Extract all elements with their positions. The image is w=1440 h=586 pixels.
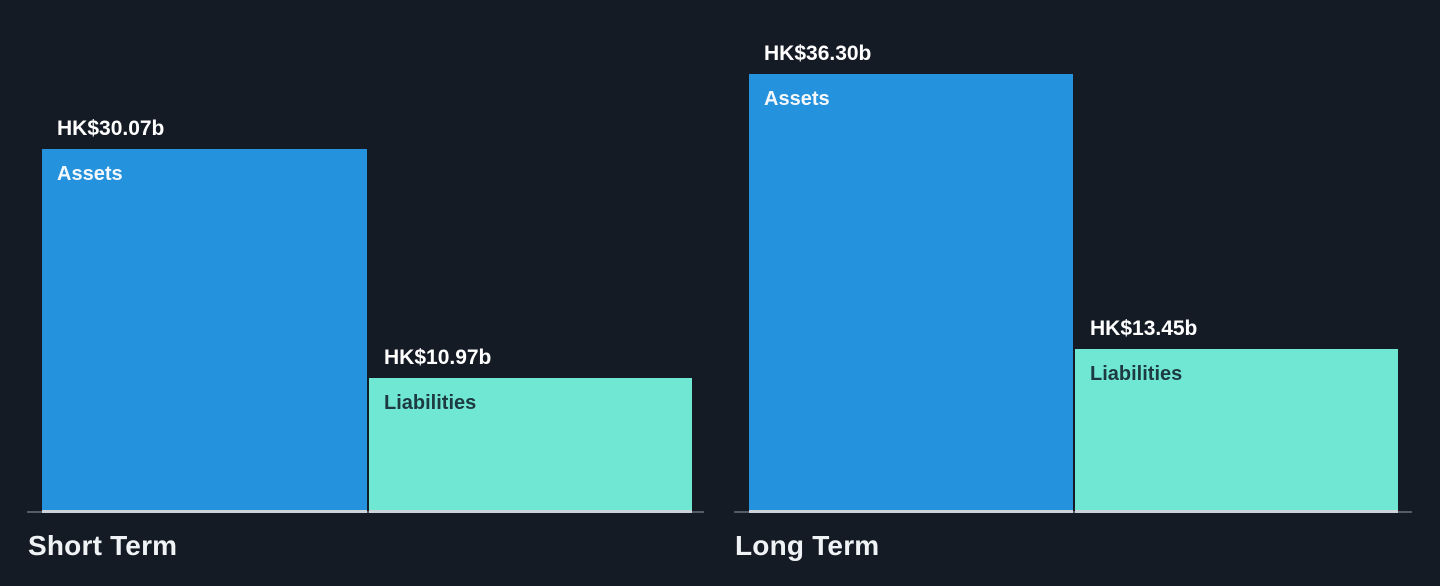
bar-series-label: Liabilities — [1090, 363, 1183, 385]
short-term-chart: HK$30.07b Assets HK$10.97b Liabilities S… — [27, 0, 704, 586]
liabilities-bar-rect[interactable]: Liabilities — [1075, 349, 1398, 510]
assets-bar-rect[interactable]: Assets — [749, 74, 1073, 510]
bar-series-label: Assets — [57, 163, 123, 185]
chart-title-long-term: Long Term — [735, 530, 880, 561]
chart-title-short-term: Short Term — [28, 530, 178, 561]
x-axis-line — [734, 511, 1412, 513]
long-term-assets-bar[interactable]: HK$36.30b Assets — [749, 41, 1073, 514]
short-term-liabilities-bar[interactable]: HK$10.97b Liabilities — [369, 345, 692, 514]
bar-value-label: HK$13.45b — [1090, 316, 1198, 340]
bar-value-label: HK$10.97b — [384, 345, 492, 369]
assets-bar-rect[interactable]: Assets — [42, 149, 367, 510]
bar-value-label: HK$30.07b — [57, 116, 165, 140]
long-term-plot-area: HK$36.30b Assets HK$13.45b Liabilities — [734, 0, 1412, 514]
long-term-liabilities-bar[interactable]: HK$13.45b Liabilities — [1075, 316, 1398, 514]
bar-value-label: HK$36.30b — [764, 41, 872, 65]
short-term-plot-area: HK$30.07b Assets HK$10.97b Liabilities — [27, 0, 704, 514]
short-term-assets-bar[interactable]: HK$30.07b Assets — [42, 116, 367, 514]
long-term-chart: HK$36.30b Assets HK$13.45b Liabilities L… — [734, 0, 1412, 586]
bar-series-label: Assets — [764, 88, 830, 110]
liabilities-bar-rect[interactable]: Liabilities — [369, 378, 692, 510]
bar-series-label: Liabilities — [384, 392, 477, 414]
